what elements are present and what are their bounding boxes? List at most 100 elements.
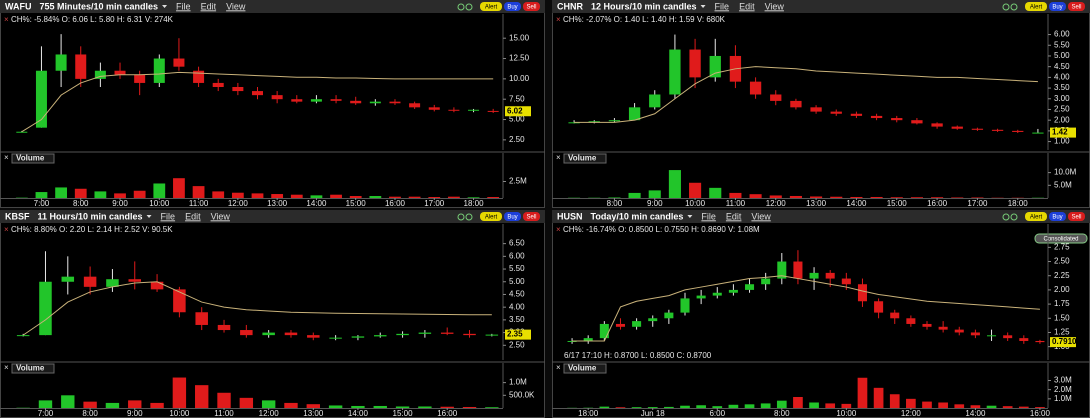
volume-bar — [239, 397, 254, 408]
button[interactable] — [523, 212, 540, 221]
link-icon[interactable] — [1010, 3, 1018, 11]
button[interactable] — [1049, 2, 1066, 11]
y-tick-label: 3.50 — [1054, 83, 1070, 92]
last-price-box — [505, 329, 531, 340]
volume-bar — [251, 193, 264, 198]
x-tick-label: 14:00 — [306, 199, 327, 208]
link-icon[interactable] — [457, 3, 465, 11]
x-tick-label: 11:00 — [726, 199, 746, 208]
link-icon[interactable] — [465, 3, 473, 11]
link-icon[interactable] — [1002, 3, 1010, 11]
candle-body — [128, 279, 141, 282]
candle-body — [350, 100, 362, 104]
button[interactable] — [1068, 2, 1085, 11]
period-selector[interactable]: 12 Hours/10 min candles — [591, 1, 697, 11]
volume-bar — [395, 406, 410, 408]
button[interactable] — [523, 2, 540, 11]
button-label: Alert — [485, 214, 498, 220]
menu-item[interactable]: Edit — [739, 1, 755, 11]
menu-item[interactable]: View — [211, 211, 231, 221]
button[interactable] — [504, 212, 521, 221]
candle-body — [39, 281, 52, 336]
x-tick-label: 15:00 — [346, 199, 367, 208]
button[interactable] — [1049, 212, 1066, 221]
volume-tab — [11, 363, 55, 374]
button[interactable] — [1068, 212, 1085, 221]
candle-body — [696, 295, 706, 299]
volume-bar — [825, 403, 836, 408]
volume-bar — [1035, 407, 1045, 408]
menu-item[interactable]: File — [176, 1, 191, 11]
volume-bar — [809, 402, 819, 408]
link-icon[interactable] — [1002, 213, 1010, 221]
button[interactable] — [480, 2, 502, 11]
symbol[interactable]: KBSF — [5, 211, 30, 221]
button[interactable] — [504, 2, 521, 11]
close-x: × — [556, 225, 561, 234]
title-bar — [0, 210, 545, 223]
x-tick-label: 13:00 — [303, 409, 324, 418]
candle-body — [240, 330, 253, 336]
menu-item[interactable]: File — [701, 211, 716, 221]
period-selector[interactable]: Today/10 min candles — [591, 211, 684, 221]
y-tick-label: 2.25 — [1054, 271, 1070, 280]
candle-body — [448, 109, 460, 111]
volume-bar — [351, 405, 365, 408]
candle-body — [890, 312, 900, 319]
y-tick-label: 6.50 — [509, 239, 525, 248]
last-price-box — [1050, 337, 1076, 348]
volume-bar — [922, 401, 932, 408]
candle-body — [114, 70, 126, 75]
menu-item[interactable]: Edit — [726, 211, 742, 221]
menu-item[interactable]: File — [161, 211, 176, 221]
symbol[interactable]: CHNR — [557, 1, 583, 11]
candle-body — [307, 335, 320, 338]
dropdown-arrow — [700, 5, 706, 8]
link-icon[interactable] — [1010, 213, 1018, 221]
button[interactable] — [1025, 2, 1047, 11]
volume-bar — [647, 407, 658, 408]
candle-body — [418, 332, 432, 334]
menu-item[interactable]: View — [226, 1, 246, 11]
candle-body — [709, 55, 721, 78]
x-tick-label: 14:00 — [348, 409, 369, 418]
candle-body — [632, 321, 642, 327]
x-tick-label: 12:00 — [766, 199, 787, 208]
menu-item[interactable]: Edit — [185, 211, 201, 221]
candle-body — [749, 81, 762, 95]
volume-bar — [689, 182, 702, 198]
menu-item[interactable]: File — [715, 1, 730, 11]
close-x: × — [4, 225, 9, 234]
x-tick-label: 8:00 — [82, 409, 98, 418]
y-tick-label: 15.00 — [509, 33, 530, 42]
ohlc-info: CH%: 8.80% O: 2.20 L: 2.14 H: 2.52 V: 90… — [11, 225, 173, 234]
x-tick-label: 8:00 — [73, 199, 89, 208]
volume-bar — [793, 397, 803, 408]
volume-bar — [970, 405, 981, 408]
candle-body — [468, 109, 480, 111]
candle-body — [195, 312, 208, 325]
period-selector[interactable]: 755 Minutes/10 min candles — [40, 1, 159, 11]
title-bar — [552, 0, 1090, 13]
link-icon[interactable] — [457, 213, 465, 221]
x-tick-label: 14:00 — [846, 199, 867, 208]
link-icon[interactable] — [465, 213, 473, 221]
moving-average — [574, 66, 1038, 123]
volume-bar — [195, 385, 209, 408]
period-selector[interactable]: 11 Hours/10 min candles — [38, 211, 143, 221]
menu-item[interactable]: View — [751, 211, 771, 221]
button[interactable] — [480, 212, 502, 221]
symbol[interactable]: WAFU — [5, 1, 32, 11]
candle-body — [712, 292, 722, 296]
candle-body — [310, 99, 322, 102]
x-tick-label: 9:00 — [127, 409, 143, 418]
menu-item[interactable]: View — [765, 1, 785, 11]
y-tick-label: 7.50 — [509, 94, 525, 103]
y-tick-label: 5.0M — [1054, 180, 1072, 189]
x-tick-label: 12:00 — [901, 409, 922, 418]
symbol[interactable]: HUSN — [557, 211, 583, 221]
candle-body — [94, 70, 106, 79]
button[interactable] — [1025, 212, 1047, 221]
menu-item[interactable]: Edit — [201, 1, 217, 11]
x-tick-label: 9:00 — [112, 199, 128, 208]
